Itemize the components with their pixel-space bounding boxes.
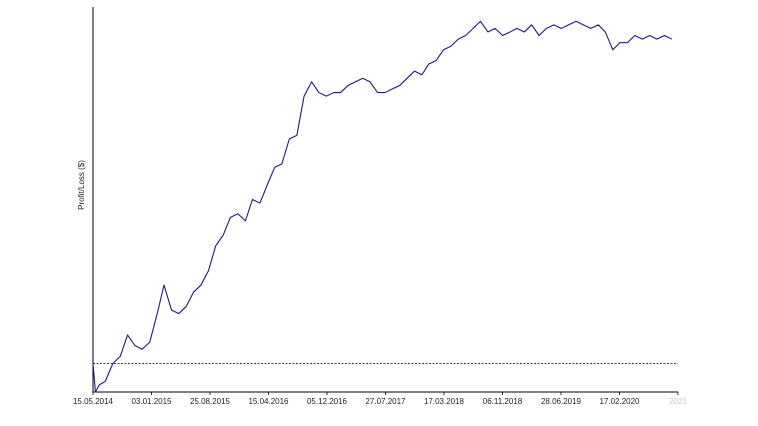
x-tick-marks	[92, 392, 679, 395]
y-axis-label: Profit/Loss ($)	[77, 160, 86, 210]
x-tick-labels: 15.05.2014 03.01.2015 25.08.2015 15.04.2016…	[73, 397, 687, 406]
x-tick-label: 2021	[669, 397, 687, 406]
x-tick-label: 15.04.2016	[248, 397, 289, 406]
x-tick-label: 03.01.2015	[131, 397, 172, 406]
x-tick-label: 17.03.2018	[424, 397, 465, 406]
x-tick-label: 27.07.2017	[365, 397, 406, 406]
x-tick-label: 15.05.2014	[73, 397, 114, 406]
x-tick-label: 06.11.2018	[483, 397, 523, 406]
profit-loss-series-line	[92, 20, 672, 393]
x-tick-label: 25.08.2015	[190, 397, 231, 406]
x-tick-label: 05.12.2016	[307, 397, 348, 406]
x-tick-label: 17.02.2020	[599, 397, 640, 406]
x-tick-label: 28.06.2019	[541, 397, 582, 406]
